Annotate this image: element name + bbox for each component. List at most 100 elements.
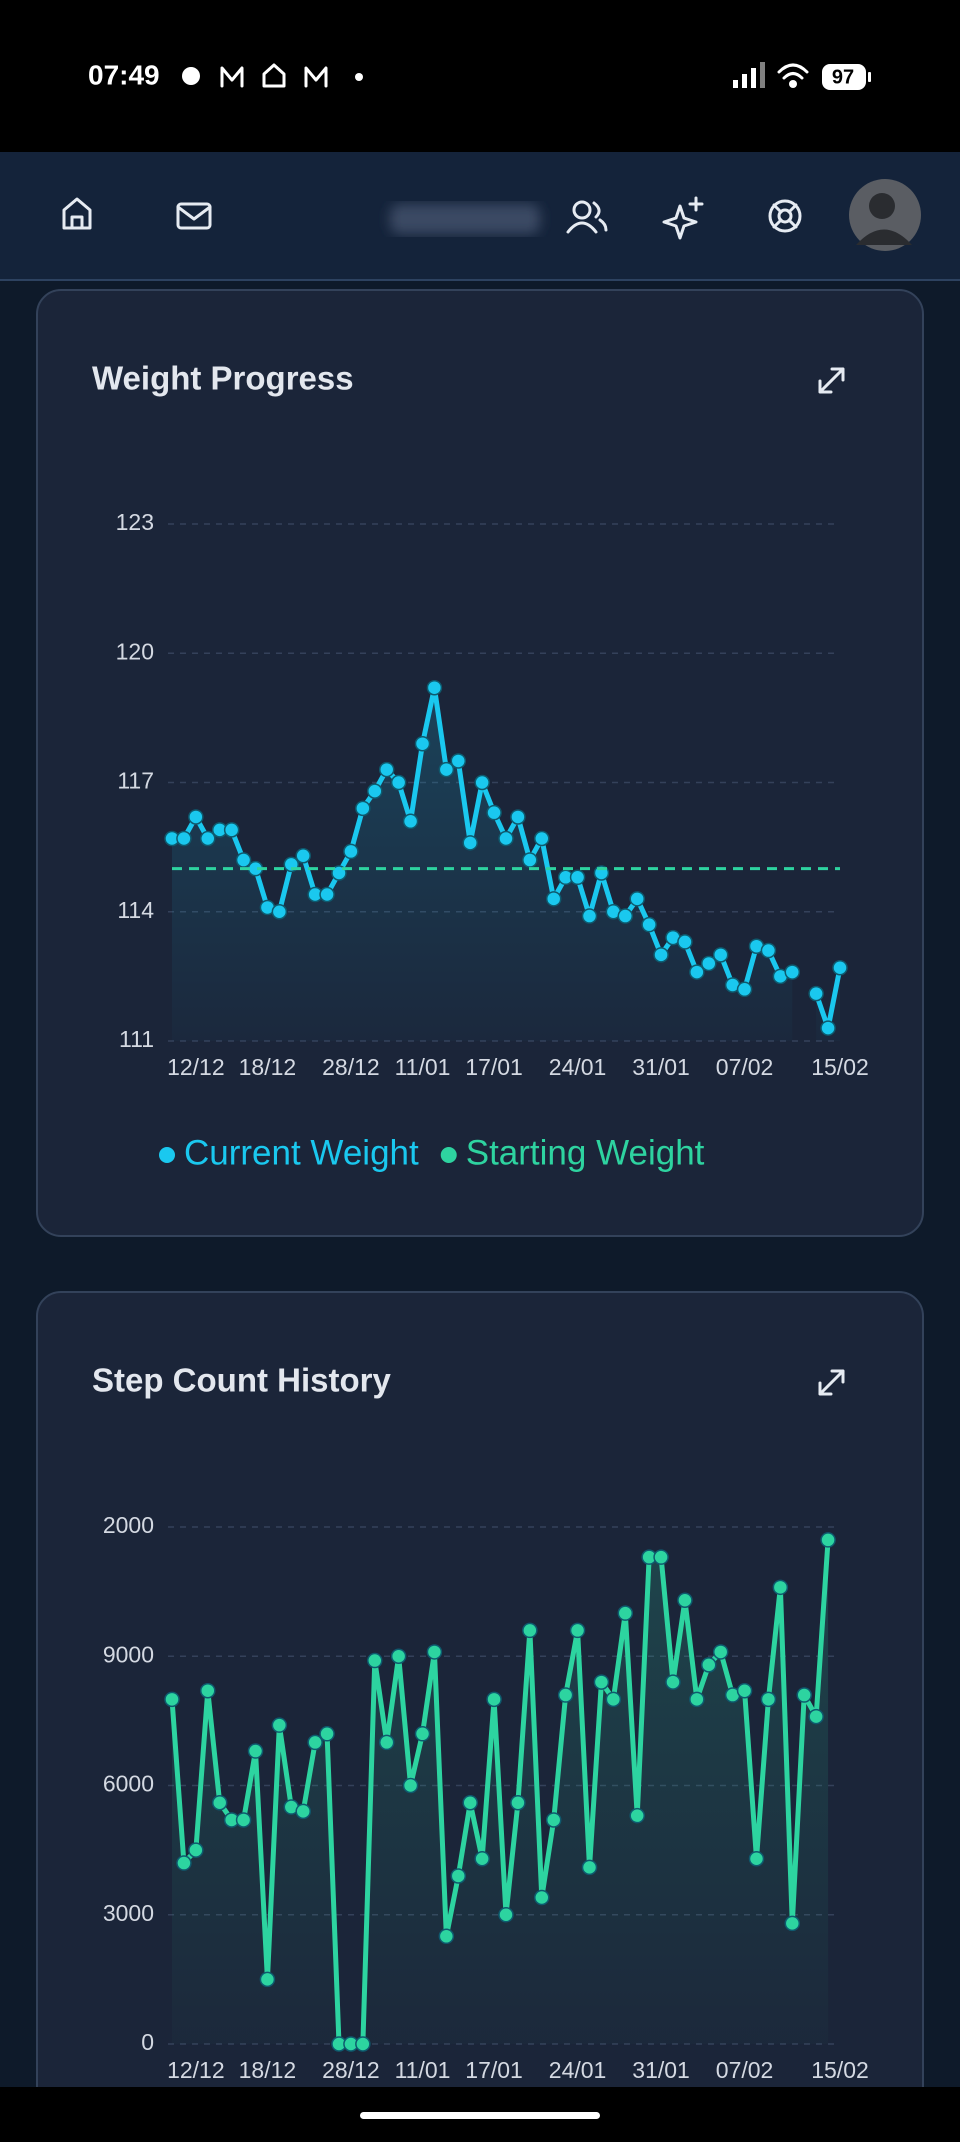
- y-tick-label: 117: [117, 768, 154, 794]
- point: [545, 1812, 562, 1828]
- y-tick-label: 114: [117, 897, 154, 923]
- point: [247, 1743, 264, 1759]
- point: [176, 1855, 192, 1871]
- point: [271, 1717, 288, 1733]
- point: [736, 1682, 753, 1699]
- point: [402, 1777, 419, 1794]
- blurred-name: [390, 204, 540, 234]
- x-tick-label: 17/01: [465, 2057, 523, 2083]
- point: [617, 908, 634, 924]
- point: [808, 1708, 824, 1725]
- point: [319, 1726, 335, 1742]
- point: [712, 1644, 729, 1660]
- point: [581, 908, 598, 924]
- point: [534, 1889, 550, 1906]
- point: [390, 1648, 407, 1664]
- point: [557, 1687, 574, 1703]
- point: [200, 830, 216, 847]
- point: [438, 1928, 455, 1945]
- point: [653, 1549, 669, 1565]
- point: [378, 761, 395, 778]
- point: [593, 1674, 610, 1690]
- x-tick-label: 18/12: [239, 2057, 297, 2083]
- expand-button[interactable]: [818, 1369, 845, 1396]
- point: [223, 822, 240, 838]
- legend-marker: [159, 1147, 175, 1163]
- point: [462, 1794, 478, 1811]
- x-tick-label: 31/01: [632, 2057, 690, 2083]
- point: [665, 1674, 681, 1690]
- y-tick-label: 0: [141, 2029, 154, 2055]
- point: [271, 904, 288, 920]
- x-tick-label: 12/12: [167, 1054, 225, 1080]
- charts: Weight Progress 111 114 117 120 123 12/12 18/12…: [92, 360, 869, 2083]
- point: [605, 1691, 622, 1708]
- x-tick-label: 07/02: [716, 2057, 774, 2083]
- x-tick-label: 28/12: [322, 1054, 380, 1080]
- point: [510, 809, 526, 825]
- point: [426, 1644, 443, 1660]
- y-tick-label: 111: [119, 1026, 154, 1052]
- point: [510, 1794, 526, 1811]
- point: [641, 916, 657, 933]
- point: [295, 847, 311, 864]
- x-tick-label: 31/01: [632, 1054, 690, 1080]
- point: [295, 1803, 311, 1820]
- point: [522, 1622, 538, 1639]
- home-indicator: [360, 2112, 600, 2119]
- point: [414, 1726, 431, 1742]
- x-tick-label: 24/01: [549, 1054, 607, 1080]
- legend-label: Starting Weight: [466, 1133, 705, 1172]
- point: [367, 783, 383, 799]
- point: [355, 2036, 371, 2052]
- mail-button[interactable]: [176, 202, 212, 230]
- home-button[interactable]: [62, 197, 92, 230]
- support-button[interactable]: [768, 199, 802, 233]
- y-tick-label: 9000: [103, 1641, 154, 1667]
- point: [462, 835, 478, 851]
- friends-button[interactable]: [566, 200, 608, 234]
- point: [820, 1532, 836, 1548]
- x-tick-label: 15/02: [811, 2057, 869, 2083]
- point: [701, 1657, 717, 1673]
- avatar[interactable]: [849, 179, 921, 251]
- point: [653, 947, 669, 963]
- point: [534, 830, 550, 847]
- point: [736, 981, 753, 998]
- x-tick-label: 11/01: [395, 2057, 451, 2083]
- expand-button[interactable]: [818, 367, 845, 394]
- x-tick-label: 17/01: [465, 1054, 523, 1080]
- point: [808, 985, 824, 1002]
- point: [474, 1850, 490, 1867]
- point: [390, 774, 407, 791]
- point: [498, 830, 514, 847]
- point: [235, 1812, 252, 1828]
- ai-button[interactable]: [662, 196, 704, 240]
- point: [784, 964, 801, 980]
- point: [378, 1734, 395, 1751]
- point: [748, 1850, 765, 1867]
- point: [712, 947, 729, 963]
- point: [760, 1691, 777, 1708]
- x-tick-label: 11/01: [395, 1054, 451, 1080]
- point: [629, 891, 645, 907]
- point: [569, 1622, 586, 1639]
- point: [689, 1691, 705, 1708]
- area: [172, 687, 840, 1041]
- point: [426, 679, 443, 696]
- point: [701, 955, 717, 972]
- x-tick-label: 24/01: [549, 2057, 607, 2083]
- point: [498, 1907, 514, 1923]
- x-tick-label: 15/02: [811, 1054, 869, 1080]
- point: [629, 1807, 645, 1824]
- x-tick-label: 18/12: [239, 1054, 297, 1080]
- chart-title: Weight Progress: [92, 360, 354, 397]
- weight-card: [36, 289, 924, 1237]
- point: [486, 804, 502, 821]
- point: [545, 891, 562, 907]
- point: [438, 761, 455, 778]
- y-tick-label: 3000: [103, 1900, 154, 1926]
- area: [172, 1539, 829, 2044]
- point: [188, 809, 204, 825]
